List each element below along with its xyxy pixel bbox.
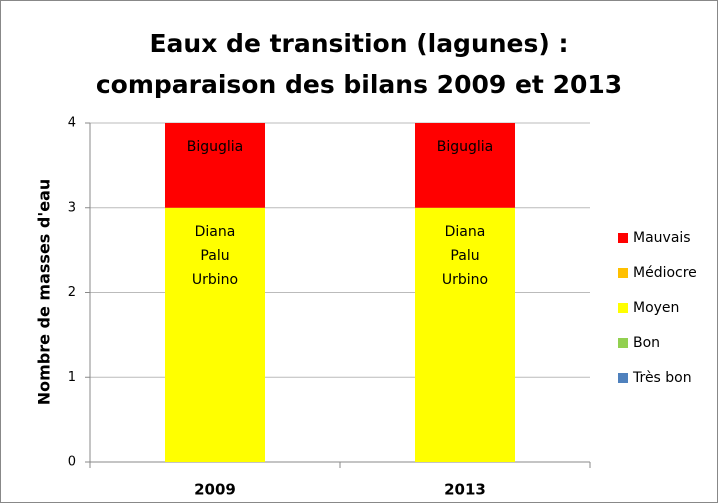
chart-title: comparaison des bilans 2009 et 2013 (96, 70, 622, 99)
bar-segment (165, 123, 265, 208)
segment-label: Biguglia (437, 139, 494, 155)
y-tick-label: 3 (68, 200, 76, 215)
legend-label: Moyen (633, 300, 679, 316)
segment-label: Diana (195, 224, 236, 240)
y-tick-label: 0 (68, 455, 76, 470)
bar-segment (415, 207, 515, 462)
segment-label: Palu (450, 248, 479, 264)
segment-label: Palu (200, 248, 229, 264)
segment-label: Urbino (192, 272, 238, 288)
legend-swatch (618, 303, 628, 313)
bar-segment (165, 207, 265, 462)
legend-label: Médiocre (633, 265, 697, 281)
chart-title: Eaux de transition (lagunes) : (149, 29, 568, 58)
y-tick-label: 1 (68, 370, 76, 385)
legend-swatch (618, 338, 628, 348)
legend-label: Très bon (632, 370, 692, 386)
segment-label: Diana (445, 224, 486, 240)
legend-label: Bon (633, 335, 660, 351)
y-tick-label: 2 (68, 285, 76, 300)
legend-swatch (618, 373, 628, 383)
y-tick-label: 4 (68, 116, 76, 131)
bar-segment (415, 123, 515, 208)
legend-swatch (618, 268, 628, 278)
legend-swatch (618, 233, 628, 243)
segment-label: Biguglia (187, 139, 244, 155)
x-tick-label: 2009 (194, 481, 236, 499)
segment-label: Urbino (442, 272, 488, 288)
legend-label: Mauvais (633, 230, 691, 246)
x-tick-label: 2013 (444, 481, 486, 499)
y-axis-label: Nombre de masses d'eau (35, 179, 54, 406)
